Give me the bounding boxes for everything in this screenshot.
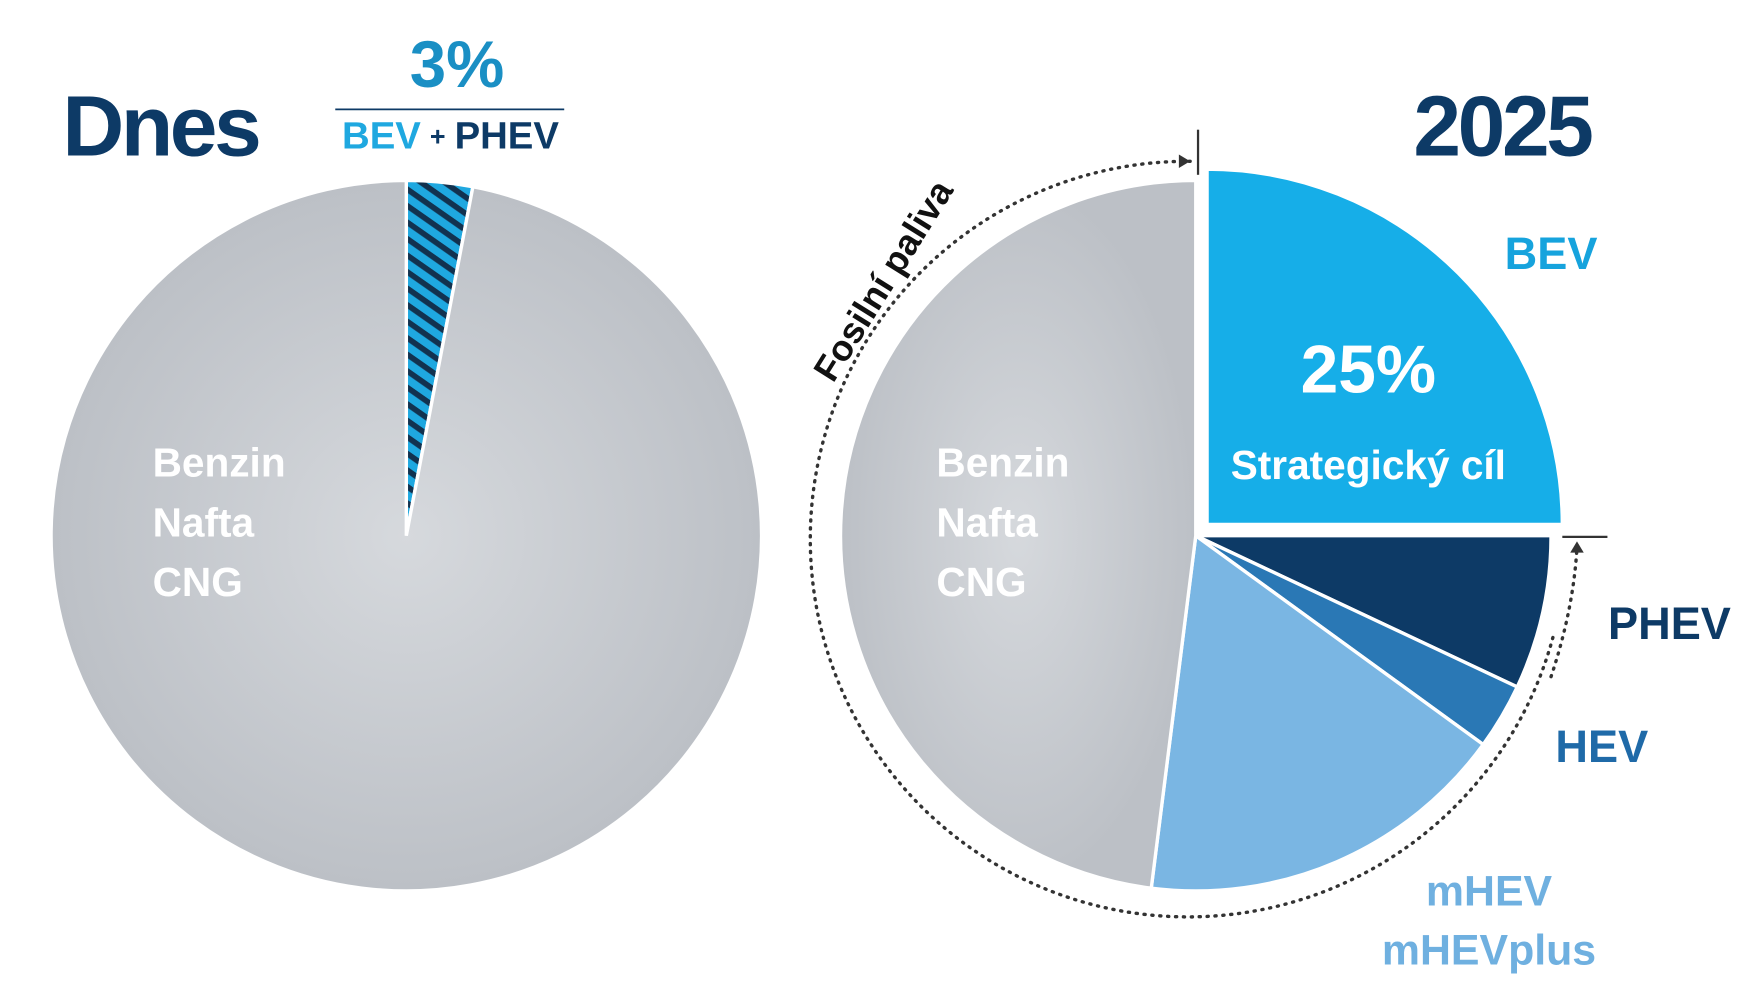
pie-slice	[838, 178, 1198, 891]
slice-label: Nafta	[153, 499, 255, 545]
value-label: 25%	[1301, 332, 1436, 407]
pie-slice	[1195, 534, 1553, 690]
slice-label: PHEV	[1608, 598, 1731, 649]
pie	[838, 167, 1565, 893]
slice-label: BEV	[1505, 228, 1598, 279]
pie-slice	[1149, 532, 1486, 893]
chart-title: 2025	[1413, 79, 1592, 175]
slice-label: Nafta	[936, 499, 1038, 545]
slice-label: CNG	[936, 559, 1026, 605]
slice-label: BEV + PHEV	[342, 115, 559, 158]
slice-label: mHEV	[1426, 868, 1553, 916]
pie-slice	[1205, 167, 1565, 527]
pie-slice	[49, 178, 764, 893]
chart-title: Dnes	[62, 79, 259, 175]
slice-label-part: PHEV	[455, 115, 560, 158]
dotted-arc	[1549, 545, 1579, 679]
slice-label: mHEVplus	[1382, 926, 1596, 974]
arrow-head	[1570, 541, 1584, 553]
arrow-head	[1178, 154, 1191, 169]
slice-label: Benzin	[936, 440, 1069, 486]
slice-label: CNG	[153, 559, 243, 605]
value-label: 3%	[410, 28, 505, 101]
slice-label: HEV	[1555, 721, 1648, 772]
slice-label-part: BEV	[342, 115, 421, 158]
slice-label-part: +	[430, 122, 446, 152]
value-note: Strategický cíl	[1231, 442, 1506, 488]
slice-label: Benzin	[153, 440, 286, 486]
dotted-arc	[808, 159, 1557, 919]
pie	[49, 178, 764, 893]
